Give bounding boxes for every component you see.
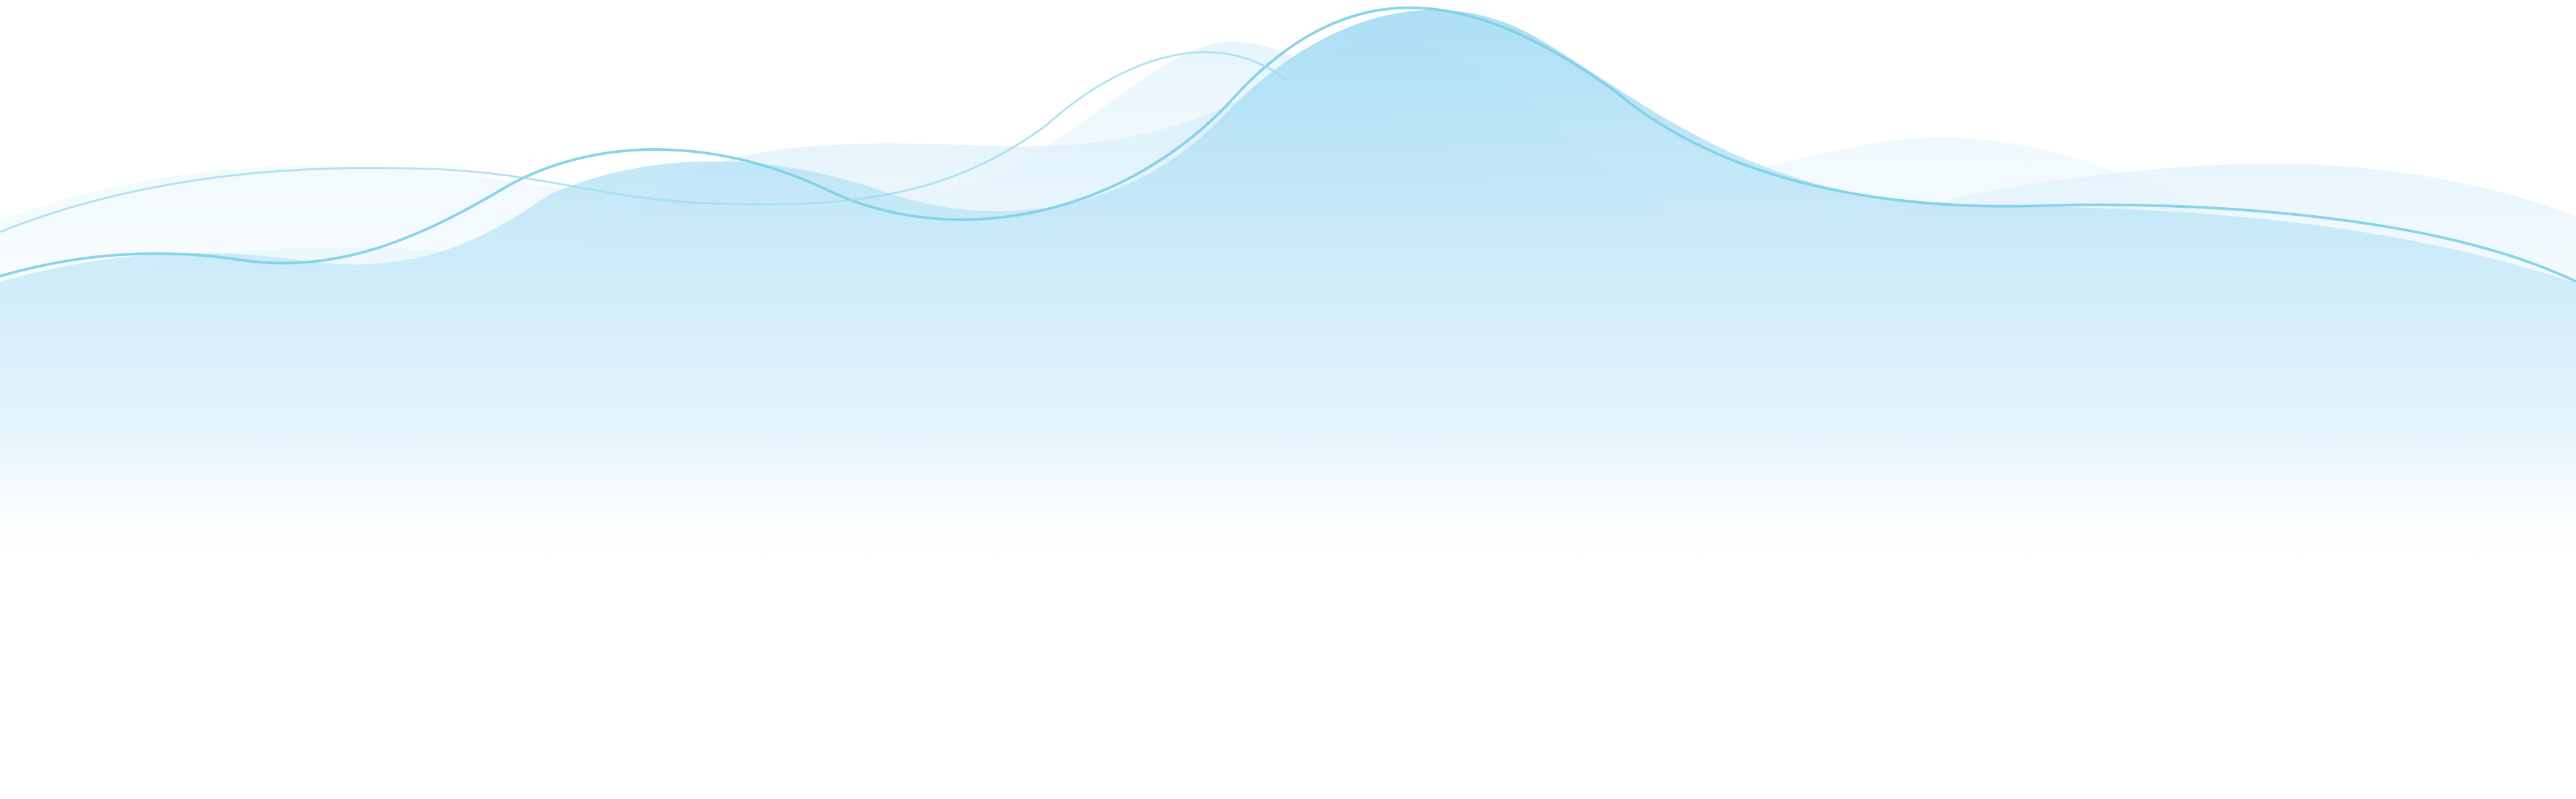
front-wave-layer bbox=[0, 9, 2576, 576]
outline-wave-line-2 bbox=[0, 51, 1287, 233]
outline-wave-line-1 bbox=[0, 6, 2576, 283]
